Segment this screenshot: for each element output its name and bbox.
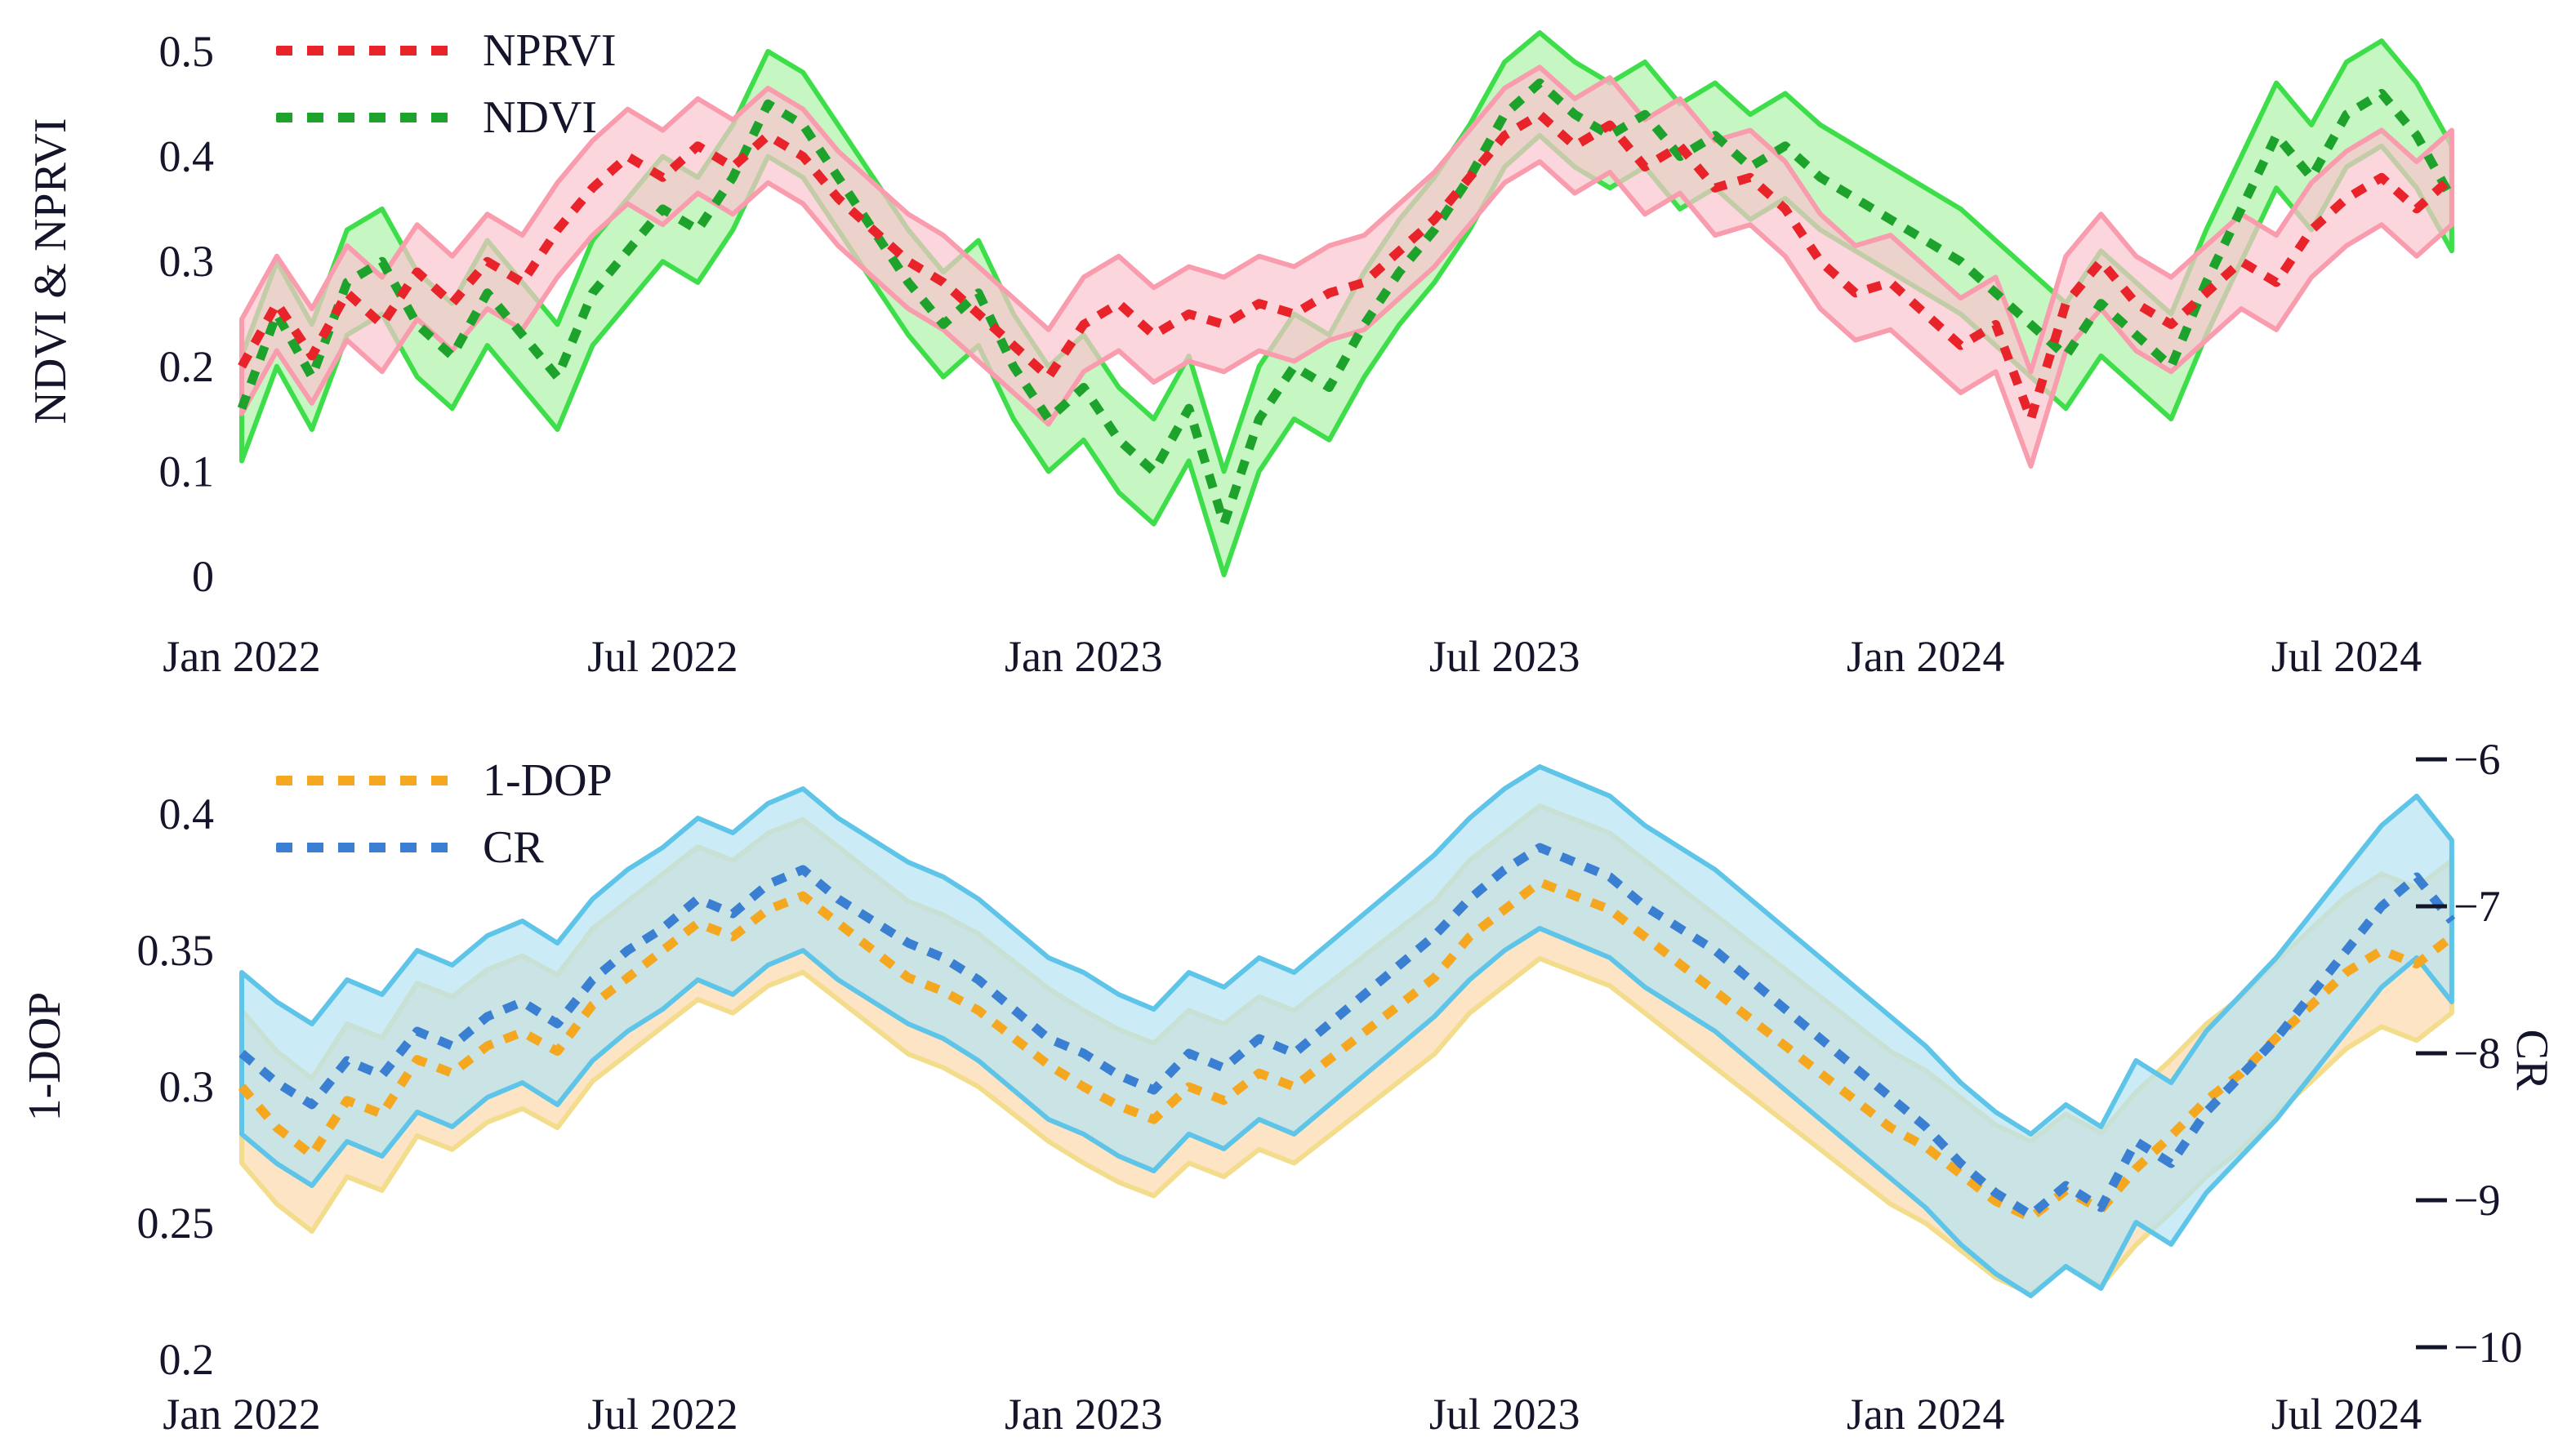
legend-item-ndvi: NDVI xyxy=(276,95,617,140)
bottom-left-y-tick-label: 0.35 xyxy=(137,926,215,975)
bottom-x-tick-label: Jan 2023 xyxy=(1005,1390,1162,1439)
cr-line xyxy=(238,843,2456,1220)
nprvi-line xyxy=(238,109,2455,424)
bottom-right-y-tick-label: −7 xyxy=(2453,882,2500,931)
ndvi-line xyxy=(237,78,2456,529)
ndvi-dash-icon xyxy=(276,113,452,122)
bottom-left-y-tick-label: 0.25 xyxy=(137,1199,215,1248)
bottom-left-y-tick-label: 0.4 xyxy=(159,790,215,839)
bottom-x-tick-label: Jul 2023 xyxy=(1429,1390,1580,1439)
bottom-left-y-tick-label: 0.2 xyxy=(159,1335,215,1384)
bottom-right-y-tick-label: −10 xyxy=(2453,1323,2522,1372)
top-x-tick-label: Jul 2023 xyxy=(1429,632,1580,681)
top-y-tick-label: 0.3 xyxy=(159,237,215,286)
bottom-right-y-axis-title: CR xyxy=(2507,1029,2557,1091)
bottom-left-y-tick-label: 0.3 xyxy=(159,1062,215,1111)
one-dop-dash-icon xyxy=(276,776,452,785)
bottom-right-y-tick-label: −9 xyxy=(2453,1176,2500,1225)
top-x-tick-label: Jul 2022 xyxy=(587,632,738,681)
bottom-right-y-tick-label: −6 xyxy=(2453,735,2500,784)
top-y-tick-label: 0.2 xyxy=(159,342,215,391)
legend-item-cr: CR xyxy=(276,825,613,870)
top-y-tick-label: 0.5 xyxy=(159,27,215,76)
legend-label-nprvi: NPRVI xyxy=(483,25,617,76)
bottom-legend: 1-DOP CR xyxy=(276,758,613,870)
legend-item-nprvi: NPRVI xyxy=(276,28,617,73)
nprvi-confidence-band xyxy=(239,65,2454,469)
top-x-tick-label: Jan 2023 xyxy=(1005,632,1162,681)
top-legend: NPRVI NDVI xyxy=(276,28,617,140)
top-x-tick-label: Jul 2024 xyxy=(2271,632,2422,681)
bottom-right-y-tick-label: −8 xyxy=(2453,1029,2500,1078)
nprvi-dash-icon xyxy=(276,46,452,56)
cr-confidence-band xyxy=(239,764,2454,1298)
bottom-left-y-axis-title: 1-DOP xyxy=(20,991,70,1122)
top-y-tick-label: 0.4 xyxy=(159,132,215,181)
top-y-tick-label: 0.1 xyxy=(159,447,215,496)
top-x-tick-label: Jan 2022 xyxy=(163,632,320,681)
top-y-axis-title: NDVI & NPRVI xyxy=(25,118,76,425)
legend-item-1dop: 1-DOP xyxy=(276,758,613,803)
bottom-x-tick-label: Jul 2022 xyxy=(587,1390,738,1439)
legend-label-cr: CR xyxy=(483,822,544,873)
bottom-x-tick-label: Jan 2024 xyxy=(1847,1390,2004,1439)
top-x-tick-label: Jan 2024 xyxy=(1847,632,2004,681)
top-panel: 0 0.1 0.2 0.3 0.4 0.5 Jan 2022 Jul 2022 Jan 2023… xyxy=(159,27,2456,681)
legend-label-1dop: 1-DOP xyxy=(483,755,613,806)
legend-label-ndvi: NDVI xyxy=(483,92,597,143)
bottom-x-tick-label: Jan 2022 xyxy=(163,1390,320,1439)
cr-dash-icon xyxy=(276,843,452,852)
top-y-tick-label: 0 xyxy=(192,552,214,601)
bottom-x-tick-label: Jul 2024 xyxy=(2271,1390,2422,1439)
bottom-panel: 0.4 0.35 0.3 0.25 0.2 −6 −7 −8 −9 −10 Jan 2022 Jul … xyxy=(137,735,2523,1439)
